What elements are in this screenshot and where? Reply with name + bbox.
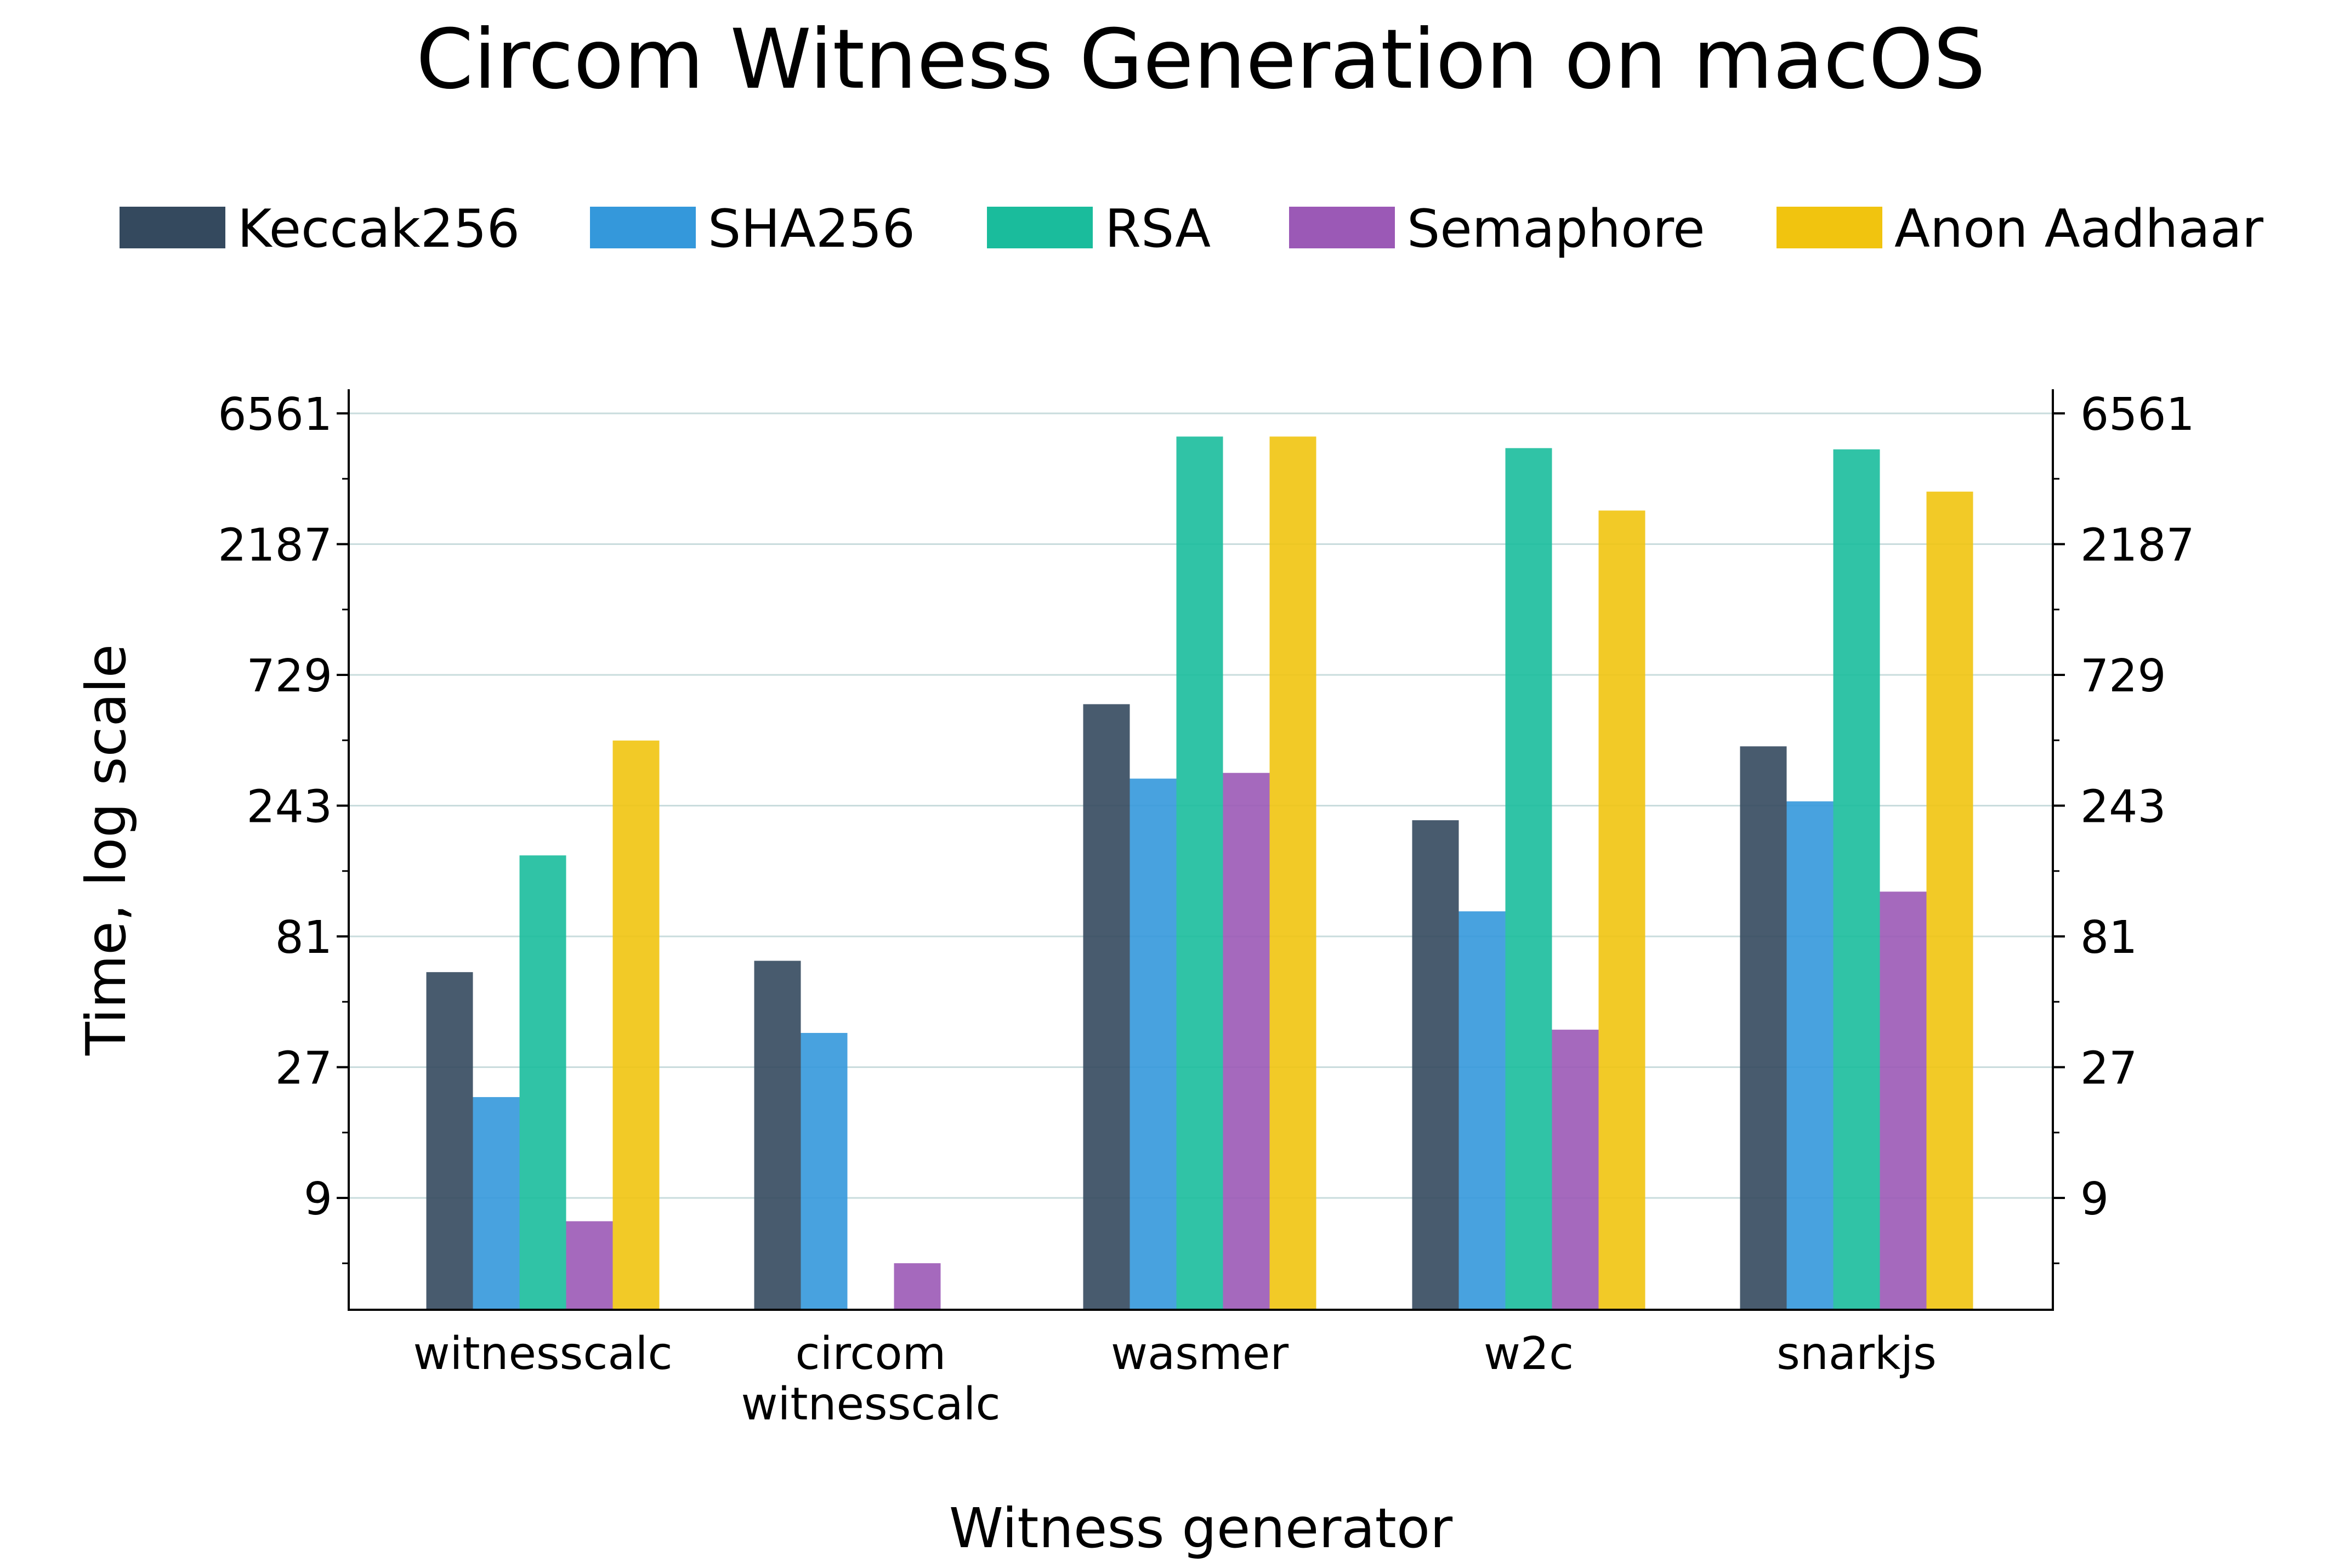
y-tick-label: 81 (2080, 912, 2137, 964)
bar (1412, 820, 1459, 1310)
y-tick-label: 243 (246, 781, 332, 833)
x-tick-label: w2c (1484, 1328, 1574, 1380)
legend-swatch (120, 207, 225, 248)
y-axis-right: 9 27 81 243 729 2187 6561 (2053, 389, 2195, 1264)
y-tick-label: 243 (2080, 781, 2166, 833)
legend-swatch (590, 207, 696, 248)
y-tick-label: 27 (275, 1043, 332, 1095)
y-axis-left: 9 27 81 243 729 2187 6561 (218, 389, 349, 1264)
bar (1176, 436, 1223, 1310)
y-tick-label: 81 (275, 912, 332, 964)
x-tick-label: snarkjs (1777, 1328, 1937, 1380)
bar (519, 855, 566, 1310)
bar (1880, 891, 1927, 1310)
bar (612, 740, 660, 1310)
y-tick-label: 9 (2080, 1173, 2109, 1225)
bar (473, 1097, 520, 1310)
bar (1269, 436, 1316, 1310)
y-tick-label: 729 (246, 650, 332, 702)
x-axis-label: Witness generator (949, 1496, 1453, 1560)
y-tick-label: 27 (2080, 1043, 2137, 1095)
bar (1458, 911, 1506, 1310)
y-tick-label: 6561 (218, 389, 332, 441)
x-tick-label: wasmer (1111, 1328, 1289, 1380)
x-tick-label: circom (796, 1328, 946, 1380)
bar (754, 961, 801, 1310)
bar (1083, 704, 1130, 1310)
legend-label: Keccak256 (237, 199, 520, 259)
legend-swatch (987, 207, 1093, 248)
bar (1786, 801, 1834, 1310)
bar (1223, 772, 1270, 1310)
bar (1926, 491, 1973, 1310)
legend-swatch (1289, 207, 1395, 248)
plot-frame (348, 389, 2054, 1311)
bar (1598, 510, 1645, 1310)
y-tick-label: 6561 (2080, 389, 2195, 441)
bar (1833, 449, 1880, 1310)
chart-title: Circom Witness Generation on macOS (416, 12, 1985, 107)
y-tick-label: 729 (2080, 650, 2166, 702)
x-tick-label: witnesscalc (413, 1328, 672, 1380)
bar (1740, 746, 1787, 1310)
bar (1505, 448, 1552, 1310)
y-tick-label: 2187 (2080, 520, 2195, 572)
bar (1552, 1030, 1599, 1310)
legend-label: Semaphore (1407, 199, 1705, 259)
y-tick-label: 2187 (218, 520, 332, 572)
bar (894, 1263, 941, 1310)
bars (426, 436, 1973, 1310)
legend-label: SHA256 (708, 199, 915, 259)
legend-swatch (1777, 207, 1882, 248)
bar (426, 972, 473, 1310)
legend-label: Anon Aadhaar (1894, 199, 2264, 259)
x-tick-label: witnesscalc (741, 1378, 1000, 1430)
bar (801, 1033, 848, 1310)
y-tick-label: 9 (304, 1173, 332, 1225)
y-axis-label: Time, log scale (74, 644, 138, 1056)
legend: Keccak256 SHA256 RSA Semaphore Anon Aadhaar (120, 199, 2264, 259)
bar (1130, 779, 1177, 1310)
bar (566, 1221, 613, 1310)
legend-label: RSA (1105, 199, 1211, 259)
